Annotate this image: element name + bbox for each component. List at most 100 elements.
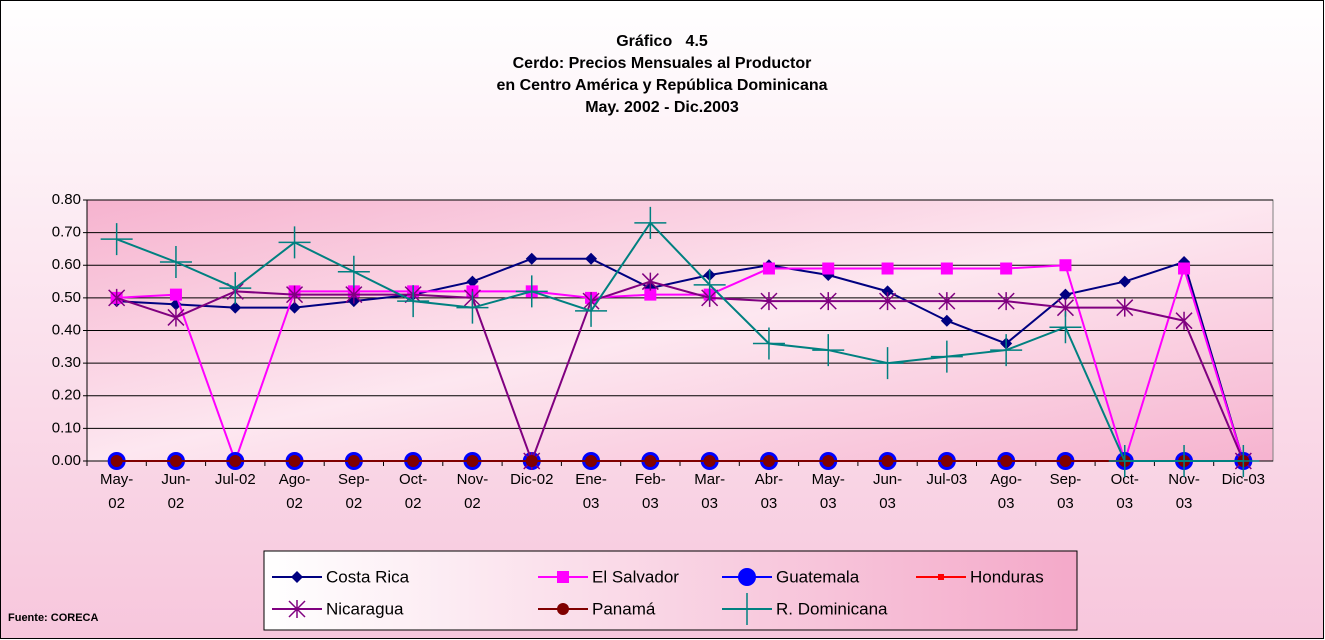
marker-shape	[585, 455, 598, 467]
marker-shape	[819, 292, 837, 311]
marker-shape	[100, 223, 133, 256]
marker-shape	[110, 455, 123, 467]
marker	[347, 455, 360, 467]
marker-shape	[881, 285, 894, 298]
marker	[703, 455, 716, 467]
marker-shape	[1059, 455, 1072, 467]
marker	[1116, 298, 1134, 317]
marker-shape	[575, 294, 608, 327]
marker-shape	[288, 455, 301, 467]
x-tick-label: Mar-03	[694, 471, 725, 512]
marker-shape	[752, 327, 785, 360]
marker-shape	[644, 288, 657, 301]
marker	[881, 285, 894, 298]
marker-shape	[1000, 262, 1013, 275]
source-note: Fuente: CORECA	[8, 612, 99, 624]
marker	[930, 340, 963, 373]
marker-shape	[456, 291, 489, 324]
legend-label: R. Dominicana	[776, 599, 888, 618]
marker	[644, 288, 657, 301]
marker	[169, 288, 182, 301]
marker	[100, 223, 133, 256]
marker	[159, 245, 192, 278]
marker-shape	[169, 288, 182, 301]
marker-shape	[871, 347, 904, 380]
marker-shape	[466, 455, 479, 467]
marker-shape	[1000, 455, 1013, 467]
marker	[752, 327, 785, 360]
marker	[1168, 445, 1201, 477]
marker	[644, 455, 657, 467]
y-tick-label: 0.50	[52, 289, 81, 306]
y-tick-label: 0.30	[52, 354, 81, 371]
marker-shape	[940, 262, 953, 275]
marker	[940, 455, 953, 467]
x-tick-label: Jul-03	[926, 471, 967, 488]
marker-shape	[997, 292, 1015, 311]
marker	[337, 255, 370, 288]
marker	[940, 314, 953, 327]
marker	[693, 268, 726, 301]
marker	[345, 285, 363, 304]
marker-shape	[1227, 445, 1260, 477]
marker-shape	[108, 288, 126, 307]
marker	[108, 288, 126, 307]
marker-shape	[1108, 445, 1141, 477]
marker-shape	[466, 275, 479, 288]
y-tick-label: 0.20	[52, 387, 81, 404]
marker-shape	[881, 262, 894, 275]
marker-shape	[229, 455, 242, 467]
y-tick-label: 0.60	[52, 256, 81, 273]
x-tick-label: Oct-03	[1111, 471, 1139, 512]
marker	[871, 347, 904, 380]
marker-shape	[930, 340, 963, 373]
legend-label: Honduras	[970, 567, 1044, 586]
legend-label: Guatemala	[776, 567, 860, 586]
marker-shape	[159, 245, 192, 278]
marker	[229, 301, 242, 314]
series-line	[116, 264, 1245, 465]
marker-shape	[760, 292, 778, 311]
x-tick-label: Oct-02	[399, 471, 427, 512]
y-tick-label: 0.00	[52, 452, 81, 469]
marker	[1000, 455, 1013, 467]
marker-shape	[407, 455, 420, 467]
marker-shape	[1118, 275, 1131, 288]
x-tick-label: Ago-03	[990, 471, 1022, 512]
marker	[760, 292, 778, 311]
marker-shape	[938, 292, 956, 311]
marker	[990, 334, 1023, 367]
x-tick-label: Jul-02	[215, 471, 256, 488]
marker	[1059, 455, 1072, 467]
marker-shape	[940, 455, 953, 467]
marker-shape	[557, 603, 569, 615]
x-tick-label: Dic-03	[1222, 471, 1265, 488]
legend-box	[263, 550, 1078, 631]
marker	[1059, 259, 1072, 272]
marker	[1118, 275, 1131, 288]
marker-shape	[879, 292, 897, 311]
legend-label: Nicaragua	[326, 599, 404, 618]
marker	[288, 455, 301, 467]
marker-shape	[167, 308, 185, 327]
marker-shape	[397, 285, 430, 318]
marker-shape	[1116, 298, 1134, 317]
marker-shape	[345, 285, 363, 304]
marker-shape	[644, 455, 657, 467]
legend-label: Costa Rica	[326, 567, 410, 586]
y-tick-label: 0.10	[52, 419, 81, 436]
marker	[822, 455, 835, 467]
series-line	[116, 221, 1244, 462]
x-tick-label: Jun-03	[873, 471, 902, 512]
marker	[634, 206, 667, 239]
marker	[997, 292, 1015, 311]
marker	[397, 285, 430, 318]
marker-shape	[762, 455, 775, 467]
marker	[879, 292, 897, 311]
marker-shape	[731, 593, 763, 625]
marker-shape	[278, 226, 311, 259]
marker-shape	[557, 571, 569, 583]
marker-shape	[1168, 445, 1201, 477]
marker	[167, 308, 185, 327]
marker-shape	[347, 455, 360, 467]
